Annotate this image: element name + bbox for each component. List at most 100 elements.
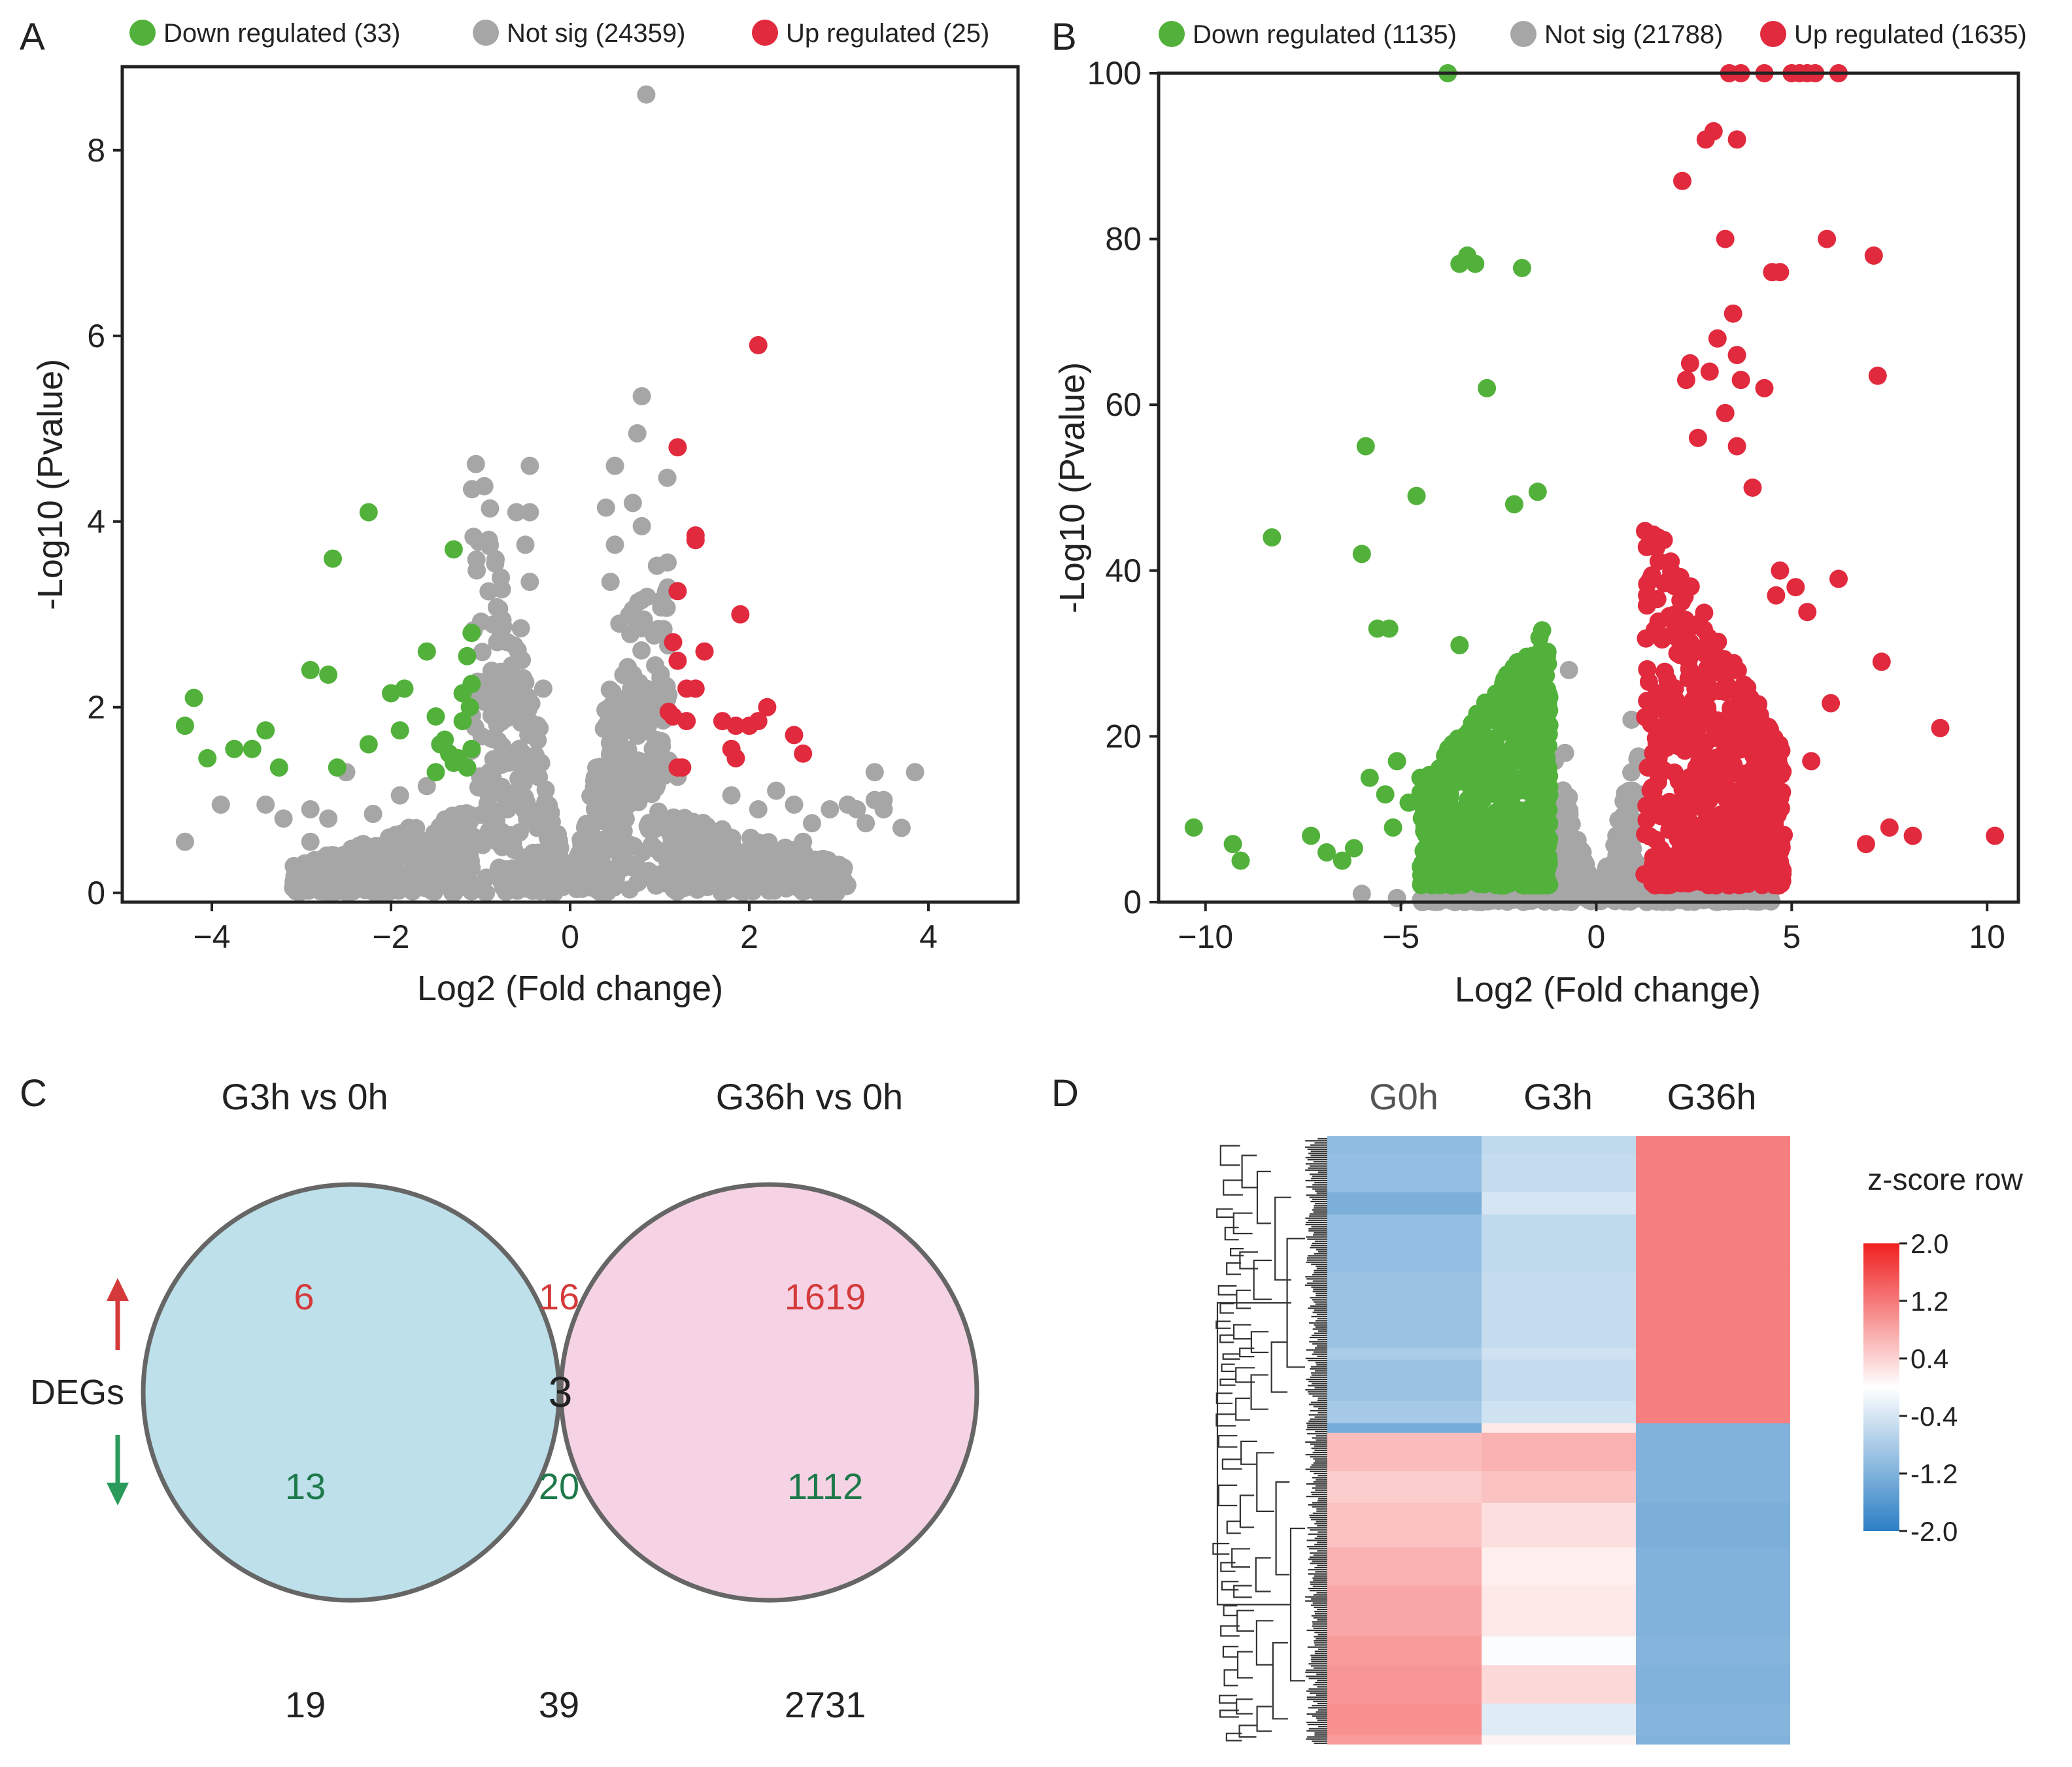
panel-b-up-point: [1671, 832, 1690, 851]
panel-a-notsig-point: [486, 811, 505, 829]
venn-left-set-title: G3h vs 0h: [221, 1076, 388, 1117]
panel-b-up-point: [1678, 855, 1697, 874]
panel-a-notsig-point: [513, 671, 532, 690]
panel-b-up-point: [1649, 552, 1668, 571]
panel-b-down-point: [1430, 759, 1449, 778]
heatmap-cell-g0h: [1327, 1665, 1482, 1704]
panel-b-down-point: [1453, 810, 1472, 829]
heatmap-scale-tick-label: -2.0: [1911, 1516, 1958, 1547]
panel-b-down-point: [1356, 437, 1375, 456]
heatmap-cell-g36h: [1636, 1636, 1790, 1666]
heatmap-cell-g36h: [1636, 1359, 1790, 1402]
panel-b-legend-down-marker: [1159, 21, 1185, 47]
panel-a-notsig-point: [785, 795, 804, 814]
panel-b-down-point: [1480, 846, 1499, 864]
panel-a-notsig-point: [685, 831, 704, 850]
panel-a-notsig-point: [413, 835, 432, 854]
panel-a-down-point: [462, 624, 481, 643]
heatmap-cells: [1327, 1136, 1790, 1745]
panel-a-notsig-point: [462, 480, 481, 499]
panel-a-down-point: [462, 739, 481, 758]
panel-a-y-tick-label: 4: [87, 503, 105, 540]
heatmap-scale-tick-label: 0.4: [1911, 1343, 1948, 1374]
panel-a-notsig-point: [498, 633, 517, 652]
panel-a-up-point: [677, 679, 696, 698]
panel-a-notsig-point: [777, 874, 795, 893]
panel-b-down-point: [1466, 793, 1485, 812]
panel-b-up-point: [1725, 713, 1744, 732]
panel-b-down-point: [1506, 686, 1525, 705]
panel-a-notsig-point: [658, 850, 677, 869]
venn-right-outline: [558, 1182, 979, 1603]
panel-a-notsig-point: [541, 803, 560, 822]
panel-a-notsig-point: [623, 600, 642, 619]
panel-b-up-point: [1693, 696, 1712, 715]
panel-a-notsig-point: [632, 387, 651, 406]
panel-b-down-point: [1509, 869, 1528, 887]
heatmap-dendrogram-branches: [1212, 1137, 1327, 1744]
panel-b-up-point: [1644, 690, 1663, 709]
panel-b-up-point: [1721, 765, 1740, 784]
panel-a-notsig-point: [692, 870, 711, 889]
panel-b-down-point: [1512, 259, 1531, 277]
panel-b-up-point: [1671, 796, 1690, 815]
panel-b-up-point: [1673, 735, 1691, 754]
panel-a-notsig-point: [656, 811, 675, 830]
panel-a-notsig-point: [601, 573, 620, 592]
heatmap-cell-g3h: [1482, 1401, 1636, 1424]
panel-b-points: [1184, 64, 2005, 911]
panel-b-notsig-point: [1559, 661, 1578, 679]
panel-b-notsig-point: [1580, 875, 1599, 894]
panel-a-notsig-point: [632, 619, 651, 638]
heatmap-color-scale-ticks: 2.0 1.2 0.4 -0.4 -1.2 -2.0: [1899, 1228, 1958, 1547]
panel-b-down-point: [1231, 851, 1250, 870]
panel-b-up-point: [1755, 777, 1774, 796]
panel-a-label: A: [20, 16, 45, 58]
panel-a-down-point: [256, 721, 275, 740]
panel-b-down-point: [1302, 826, 1321, 845]
panel-b-up-point: [1639, 673, 1658, 692]
heatmap-cell-g3h: [1482, 1636, 1636, 1666]
panel-a-down-point: [453, 684, 472, 703]
panel-b: B Down regulated (1135) Not sig (21788) …: [1051, 16, 2027, 1009]
panel-b-notsig-point: [1555, 743, 1574, 762]
panel-b-down-point: [1184, 818, 1203, 837]
panel-b-up-point: [1657, 738, 1676, 757]
panel-a-notsig-point: [892, 818, 911, 837]
panel-b-up-point: [1658, 671, 1677, 690]
venn-left-up-count: 6: [294, 1276, 314, 1317]
panel-a-down-point: [184, 688, 203, 707]
panel-a-notsig-point: [490, 599, 509, 618]
panel-b-down-point: [1442, 843, 1461, 862]
panel-b-x-axis-label: Log2 (Fold change): [1455, 970, 1761, 1009]
panel-b-down-point: [1333, 851, 1351, 870]
panel-b-up-point: [1668, 605, 1687, 624]
panel-b-down-point: [1440, 788, 1459, 807]
panel-a-notsig-point: [865, 763, 884, 782]
panel-a-notsig-point: [767, 781, 786, 800]
heatmap-cell-g0h: [1327, 1401, 1482, 1424]
panel-b-y-tick-label: 0: [1123, 884, 1142, 920]
panel-b-down-point: [1439, 740, 1458, 759]
panel-b-up-point: [1771, 561, 1790, 580]
panel-a-notsig-point: [639, 820, 658, 839]
panel-b-up-point: [1700, 362, 1719, 381]
panel-b-notsig-point: [1620, 816, 1639, 835]
venn-left-total: 19: [285, 1684, 326, 1725]
panel-a-notsig-point: [473, 835, 492, 854]
heatmap-cell-g0h: [1327, 1359, 1482, 1402]
panel-b-up-point: [1704, 870, 1723, 888]
panel-a-notsig-point: [657, 598, 676, 617]
panel-a-down-point: [458, 647, 477, 665]
heatmap-column-label-g36h: G36h: [1667, 1076, 1757, 1117]
panel-b-up-point: [1829, 569, 1848, 588]
panel-a-up-point: [668, 438, 687, 457]
panel-a-notsig-point: [628, 777, 647, 796]
heatmap-cell-g36h: [1636, 1214, 1790, 1272]
panel-a-notsig-point: [367, 862, 386, 881]
panel-c-label: C: [20, 1072, 47, 1115]
panel-b-notsig-point: [1352, 884, 1371, 903]
panel-b-up-point: [1712, 816, 1731, 835]
panel-a-down-point: [449, 749, 467, 767]
panel-a-notsig-point: [628, 873, 647, 892]
